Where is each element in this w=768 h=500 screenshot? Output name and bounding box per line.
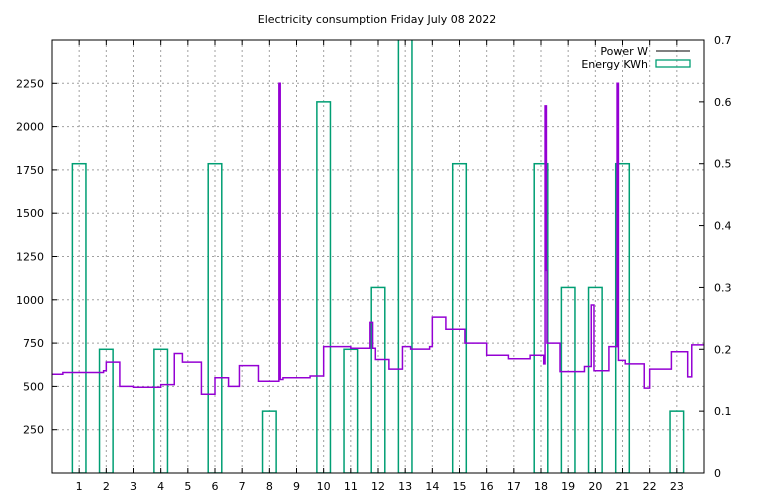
x-tick-label: 1 — [76, 480, 83, 493]
x-tick-label: 22 — [643, 480, 657, 493]
chart-title: Electricity consumption Friday July 08 2… — [258, 13, 496, 26]
power-series — [52, 82, 704, 395]
x-tick-label: 10 — [317, 480, 331, 493]
y-tick-label: 1250 — [16, 251, 44, 264]
x-tick-label: 12 — [371, 480, 385, 493]
energy-bar — [316, 101, 332, 473]
grid-lines — [52, 40, 704, 473]
y-tick-label: 750 — [23, 337, 44, 350]
legend: Power W Energy KWh — [581, 45, 691, 71]
y2-tick-label: 0.7 — [714, 34, 732, 47]
x-tick-label: 17 — [507, 480, 521, 493]
y-tick-label: 250 — [23, 424, 44, 437]
x-tick-label: 16 — [480, 480, 494, 493]
y2-tick-label: 0.2 — [714, 343, 732, 356]
y2-tick-label: 0.4 — [714, 220, 732, 233]
y-tick-label: 500 — [23, 380, 44, 393]
x-tick-label: 2 — [103, 480, 110, 493]
x-tick-label: 6 — [212, 480, 219, 493]
power-line — [52, 82, 704, 395]
legend-swatch-energy — [655, 59, 691, 68]
x-tick-label: 7 — [239, 480, 246, 493]
y2-tick-label: 0.3 — [714, 281, 732, 294]
x-tick-label: 23 — [670, 480, 684, 493]
legend-label-energy: Energy KWh — [581, 58, 648, 71]
y2-tick-label: 0.1 — [714, 405, 732, 418]
y2-tick-label: 0.5 — [714, 158, 732, 171]
y-tick-label: 2000 — [16, 121, 44, 134]
y-tick-label: 2250 — [16, 77, 44, 90]
legend-label-power: Power W — [600, 45, 648, 58]
x-tick-label: 21 — [616, 480, 630, 493]
x-tick-label: 20 — [588, 480, 602, 493]
y-tick-label: 1500 — [16, 207, 44, 220]
y-tick-label: 1750 — [16, 164, 44, 177]
y2-tick-label: 0 — [714, 467, 721, 480]
y2-tick-label: 0.6 — [714, 96, 732, 109]
x-tick-label: 19 — [561, 480, 575, 493]
x-tick-label: 9 — [293, 480, 300, 493]
x-tick-label: 18 — [534, 480, 548, 493]
energy-bar — [397, 40, 413, 473]
x-tick-label: 14 — [425, 480, 439, 493]
x-tick-label: 5 — [184, 480, 191, 493]
y-tick-label: 1000 — [16, 294, 44, 307]
x-tick-label: 4 — [157, 480, 164, 493]
axis-ticks: 1 2 3 4 5 6 7 8 9 10 11 12 13 14 15 16 17 18 19 20 21 22 23250… — [16, 34, 732, 493]
x-tick-label: 15 — [453, 480, 467, 493]
x-tick-label: 13 — [398, 480, 412, 493]
x-tick-label: 11 — [344, 480, 358, 493]
x-tick-label: 8 — [266, 480, 273, 493]
x-tick-label: 3 — [130, 480, 137, 493]
